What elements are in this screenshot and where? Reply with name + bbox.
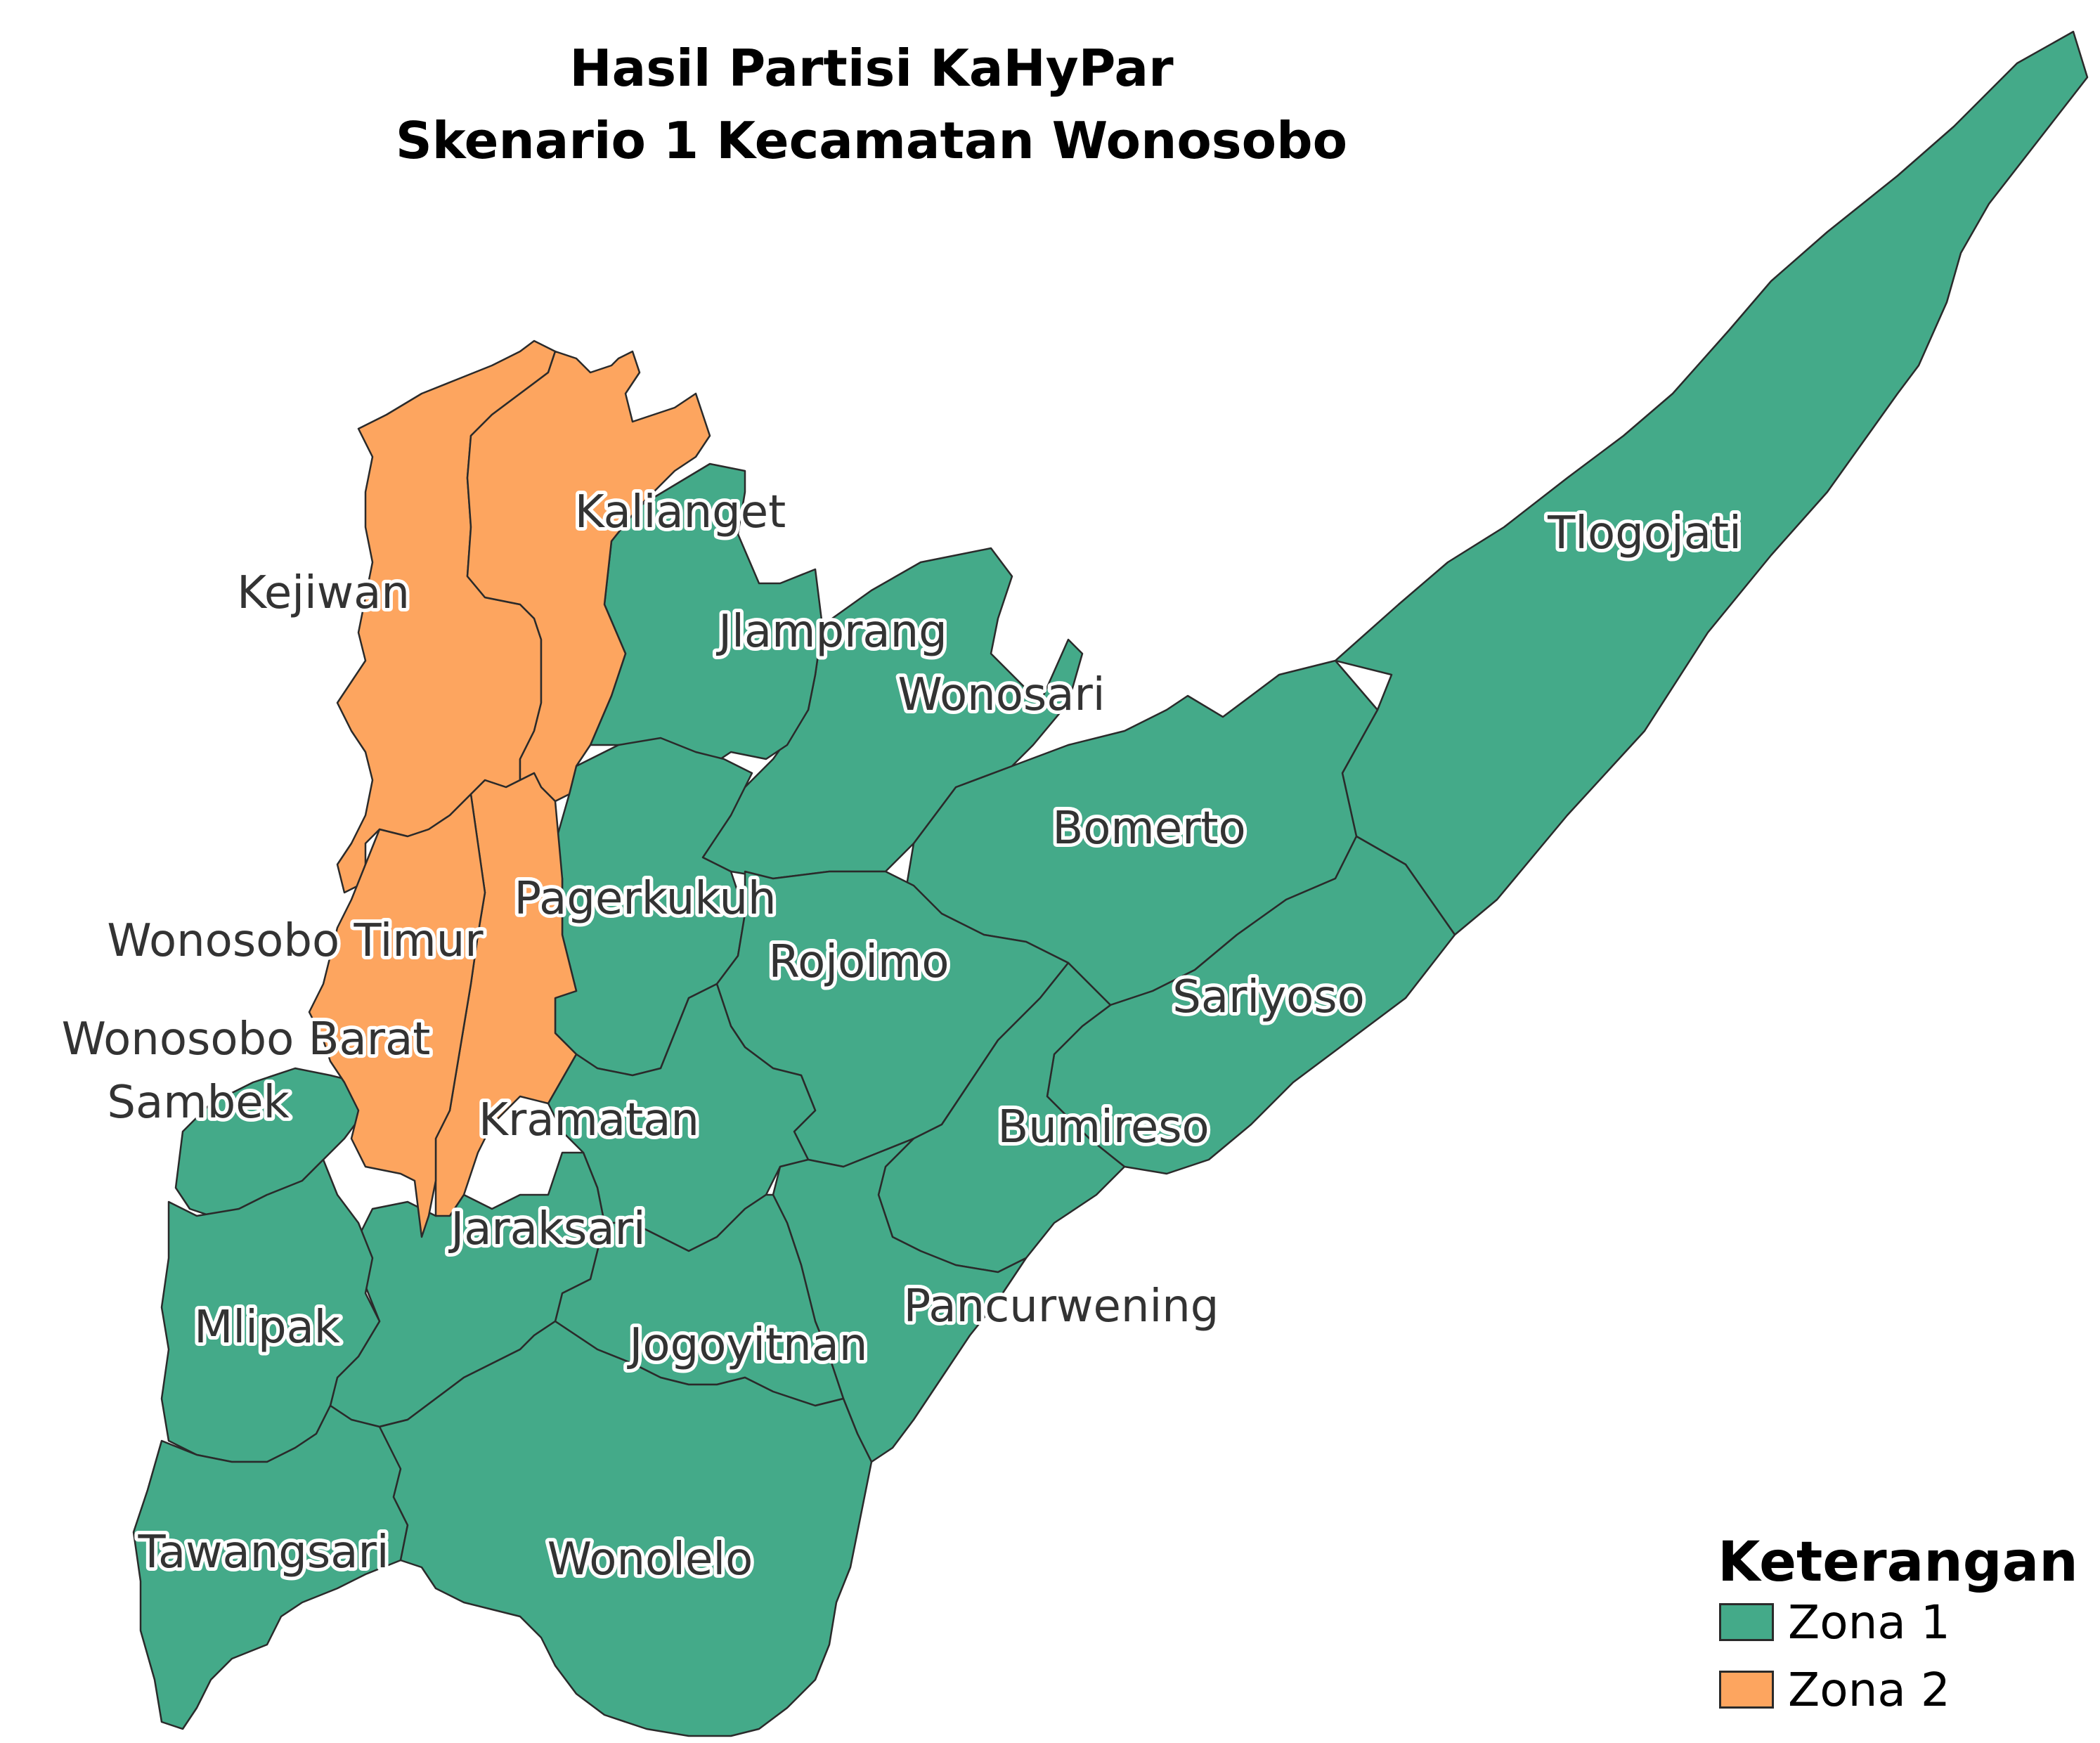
region-kalianget[interactable] <box>466 350 711 803</box>
label-mlipak: Mlipak <box>194 1302 340 1354</box>
legend-swatch-zona-2 <box>1719 1671 1774 1709</box>
zona-1-regions <box>132 30 2089 1737</box>
legend-swatch-zona-1 <box>1719 1603 1774 1641</box>
label-wonosari: Wonosari <box>897 669 1105 721</box>
label-bumireso: Bumireso <box>997 1101 1209 1153</box>
zona-2-regions <box>308 339 711 1238</box>
label-tlogojati: Tlogojati <box>1547 507 1742 559</box>
label-wonosobo-timur: Wonosobo Timur <box>107 915 484 967</box>
label-sambek: Sambek <box>107 1077 289 1129</box>
legend-label-zona-1: Zona 1 <box>1788 1595 1950 1650</box>
label-rojoimo: Rojoimo <box>769 936 949 988</box>
label-kejiwan: Kejiwan <box>237 567 410 619</box>
region-labels: Kejiwan Kalianget Wonosobo Timur Wonosob… <box>58 483 1745 1589</box>
label-kalianget: Kalianget <box>575 486 786 538</box>
label-jaraksari: Jaraksari <box>448 1203 645 1255</box>
label-pancurwening: Pancurwening <box>904 1281 1219 1333</box>
label-jogoyitnan: Jogoyitnan <box>627 1319 868 1371</box>
region-mlipak[interactable] <box>160 1158 381 1463</box>
label-wonosobo-barat: Wonosobo Barat <box>62 1013 431 1065</box>
region-tawangsari[interactable] <box>132 1404 409 1730</box>
legend-item-zona-2: Zona 2 <box>1719 1661 1950 1718</box>
region-wonolelo[interactable] <box>378 1320 873 1737</box>
legend-item-zona-1: Zona 1 <box>1719 1594 1950 1650</box>
label-sariyoso: Sariyoso <box>1172 971 1364 1023</box>
legend-label-zona-2: Zona 2 <box>1788 1662 1950 1717</box>
label-wonolelo: Wonolelo <box>547 1534 753 1586</box>
legend-title: Keterangan <box>1718 1531 2078 1594</box>
map-title: Hasil Partisi KaHyPar <box>569 39 1174 98</box>
map-subtitle: Skenario 1 Kecamatan Wonosobo <box>395 111 1348 170</box>
label-bomerto: Bomerto <box>1052 803 1245 855</box>
region-wonosobo-barat[interactable] <box>308 793 486 1238</box>
label-pagerkukuh: Pagerkukuh <box>514 873 776 925</box>
label-kramatan: Kramatan <box>479 1094 699 1146</box>
label-jlamprang: Jlamprang <box>715 606 947 658</box>
label-tawangsari: Tawangsari <box>137 1527 389 1579</box>
